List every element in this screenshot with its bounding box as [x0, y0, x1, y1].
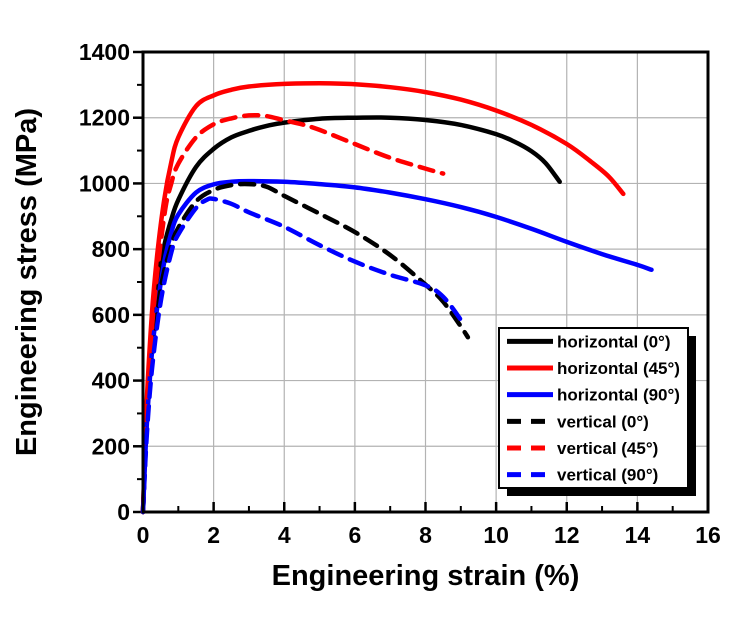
legend-label-horizontal-0: horizontal (0°)	[557, 332, 671, 351]
legend-item-horizontal-90: horizontal (90°)	[507, 386, 680, 405]
curve-vertical-90-	[140, 196, 467, 515]
legend-item-vertical-45: vertical (45°)	[507, 439, 658, 458]
x-tick-label: 16	[695, 522, 721, 548]
y-tick-label: 1400	[79, 39, 130, 65]
legend-label-horizontal-90: horizontal (90°)	[557, 386, 680, 405]
legend-item-vertical-0: vertical (0°)	[507, 412, 649, 431]
x-tick-label: 10	[483, 522, 509, 548]
curve-horizontal-90-	[140, 178, 654, 515]
x-tick-label: 0	[137, 522, 150, 548]
legend-box	[498, 327, 689, 489]
y-tick-label: 400	[92, 368, 130, 394]
legend-label-vertical-0: vertical (0°)	[557, 412, 649, 431]
legend-item-vertical-90: vertical (90°)	[507, 466, 658, 485]
legend-item-horizontal-45: horizontal (45°)	[507, 359, 680, 378]
data-curves	[140, 80, 654, 515]
y-tick-label: 200	[92, 433, 130, 459]
y-tick-label: 800	[92, 236, 130, 262]
legend-label-horizontal-45: horizontal (45°)	[557, 359, 680, 378]
y-tick-label: 0	[117, 499, 130, 525]
x-tick-label: 4	[278, 522, 291, 548]
x-tick-label: 8	[419, 522, 432, 548]
y-tick-label: 1000	[79, 170, 130, 196]
y-tick-label: 1200	[79, 105, 130, 131]
legend-item-horizontal-0: horizontal (0°)	[507, 332, 671, 351]
curve-vertical-45-	[140, 112, 446, 515]
legend: horizontal (0°) horizontal (45°) horizon…	[498, 327, 696, 496]
x-tick-label: 12	[554, 522, 580, 548]
x-tick-label: 6	[348, 522, 361, 548]
curve-vertical-0-	[140, 181, 471, 515]
legend-label-vertical-90: vertical (90°)	[557, 466, 658, 485]
x-axis-title: Engineering strain (%)	[272, 560, 580, 592]
x-tick-label: 2	[207, 522, 220, 548]
axis-tick-labels: 0 2 4 6 8 10 12 14 16 0 200 400 600 800 1000 1200 1400	[79, 39, 721, 548]
y-axis-title: Engineering stress (MPa)	[11, 108, 43, 456]
y-tick-label: 600	[92, 302, 130, 328]
plot-frame	[141, 50, 710, 514]
x-tick-label: 14	[625, 522, 651, 548]
legend-label-vertical-45: vertical (45°)	[557, 439, 658, 458]
